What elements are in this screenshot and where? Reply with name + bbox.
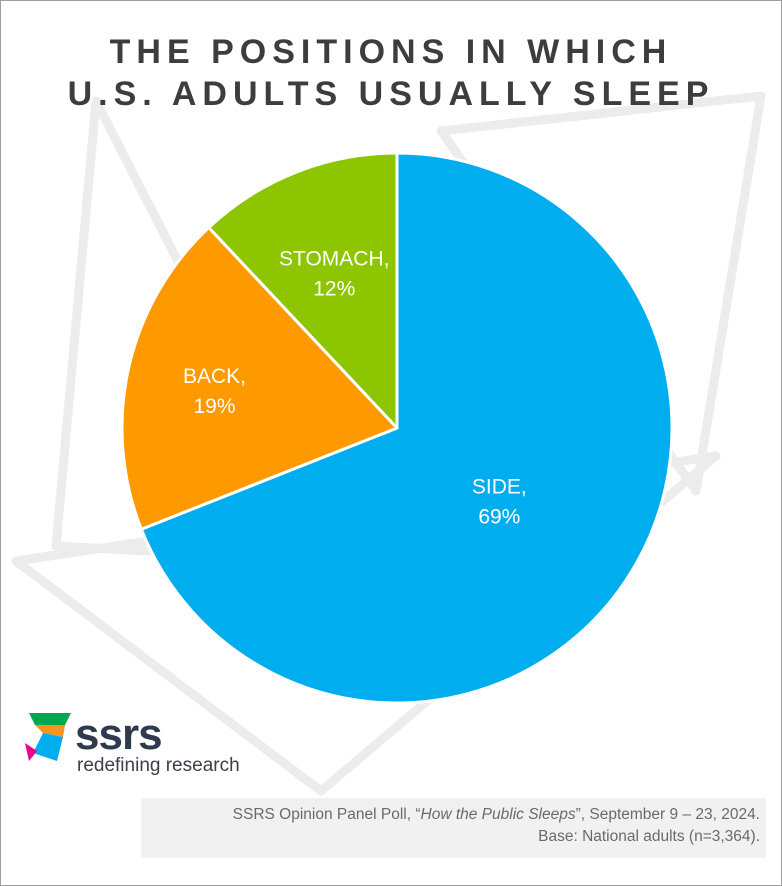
source-date: ”, September 9 – 23, 2024. xyxy=(575,806,760,823)
slice-category-label: BACK, xyxy=(183,365,246,388)
pie-slice-back xyxy=(120,226,399,531)
title-line-2: U.S. ADULTS USUALLY SLEEP xyxy=(67,75,715,113)
slice-label-side: SIDE, 69% xyxy=(472,476,527,529)
source-note: SSRS Opinion Panel Poll, “How the Public… xyxy=(141,798,766,858)
slice-value-label: 19% xyxy=(193,395,235,418)
ssrs-logo-mark xyxy=(25,713,71,761)
source-prefix: SSRS Opinion Panel Poll, “ xyxy=(232,806,421,823)
source-line-2: Base: National adults (n=3,364). xyxy=(538,828,760,845)
slice-label-back: BACK, 19% xyxy=(183,365,246,418)
slice-category-label: SIDE, xyxy=(472,476,527,499)
slice-value-label: 69% xyxy=(478,506,520,529)
slice-label-stomach: STOMACH, 12% xyxy=(279,247,389,300)
source-study-title: How the Public Sleeps xyxy=(420,806,576,823)
logo-tagline: redefining research xyxy=(77,755,240,776)
ssrs-logo: ssrs redefining research xyxy=(25,709,255,779)
pie-slice-stomach xyxy=(207,151,399,430)
slice-value-label: 12% xyxy=(313,277,355,300)
source-line-1: SSRS Opinion Panel Poll, “How the Public… xyxy=(147,804,760,826)
title-line-1: THE POSITIONS IN WHICH xyxy=(109,33,673,71)
logo-wordmark: ssrs xyxy=(75,710,163,759)
pie-slice-side xyxy=(139,151,674,705)
chart-title: THE POSITIONS IN WHICH U.S. ADULTS USUAL… xyxy=(1,31,781,115)
slice-category-label: STOMACH, xyxy=(279,247,389,270)
